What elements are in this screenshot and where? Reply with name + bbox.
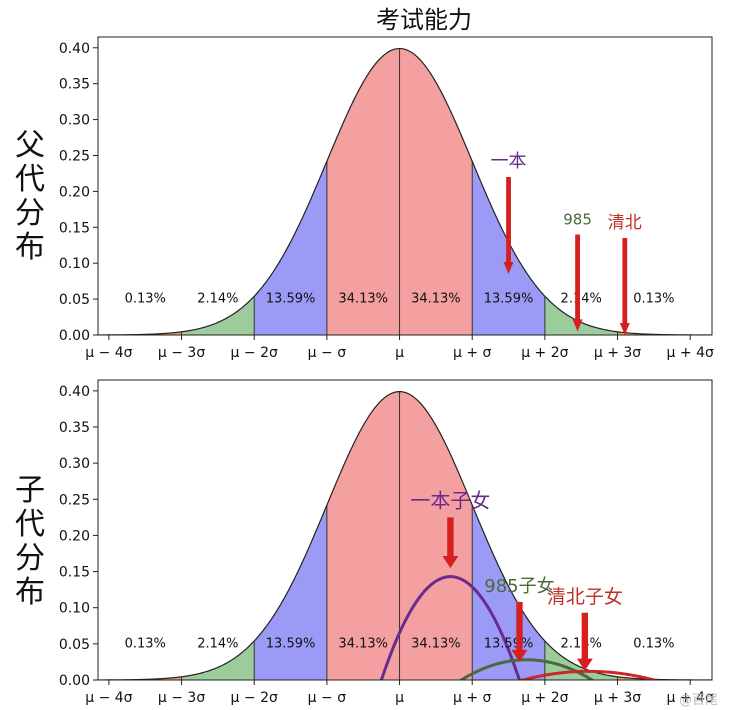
x-tick-label: μ (395, 345, 404, 361)
x-tick-label: μ + 4σ (667, 345, 714, 361)
region-7 (617, 676, 691, 680)
x-tick-label: μ − 4σ (85, 690, 132, 706)
region-pct-label: 2.14% (197, 636, 238, 651)
y-tick-label: 0.05 (59, 637, 90, 653)
y-tick-label: 0.00 (59, 673, 90, 689)
y-tick-label: 0.35 (59, 420, 90, 436)
watermark: @百尾 (679, 693, 718, 708)
side-label-char: 分 (15, 196, 45, 231)
y-tick-label: 0.10 (59, 256, 90, 272)
annotation-arrow-head (576, 658, 593, 671)
region-pct-label: 0.13% (633, 636, 674, 651)
region-pct-label: 13.59% (484, 636, 534, 651)
annotation-arrow-head (442, 555, 459, 568)
region-pct-label: 0.13% (633, 292, 674, 307)
region-pct-label: 34.13% (338, 636, 388, 651)
axes-frame (97, 36, 713, 336)
annotation-arrow-head (511, 649, 528, 662)
plot-area (98, 391, 712, 680)
region-pct-label: 2.14% (561, 636, 602, 651)
annotation-arrow-head (619, 323, 630, 335)
x-tick-label: μ + σ (453, 690, 492, 706)
y-tick-label: 0.25 (59, 492, 90, 508)
x-tick-label: μ − σ (308, 690, 347, 706)
region-1 (181, 640, 255, 680)
side-label-char: 代 (15, 507, 45, 542)
sub-curve-0 (379, 575, 522, 680)
x-tick-label: μ + 4σ (667, 690, 714, 706)
x-tick-label: μ + 3σ (594, 345, 641, 361)
side-label-char: 布 (15, 575, 45, 610)
region-pct-label: 0.13% (125, 636, 166, 651)
region-pct-label: 13.59% (266, 636, 316, 651)
normal-curve (98, 391, 712, 680)
region-0 (108, 331, 182, 335)
region-1 (181, 296, 255, 335)
y-tick-label: 0.00 (59, 328, 90, 344)
x-tick-label: μ + 2σ (521, 690, 568, 706)
x-tick-label: μ + 3σ (594, 690, 641, 706)
sub-curve-2 (517, 669, 660, 680)
x-tick-label: μ (395, 690, 404, 706)
annotation-label: 清北子女 (547, 586, 623, 608)
region-pct-label: 34.13% (411, 636, 461, 651)
x-tick-label: μ − σ (308, 345, 347, 361)
normal-curve (98, 47, 712, 335)
y-tick-label: 0.05 (59, 292, 90, 308)
region-pct-label: 34.13% (338, 292, 388, 307)
sub-curve-1 (458, 658, 595, 680)
y-tick-label: 0.40 (59, 384, 90, 400)
region-pct-label: 2.14% (561, 292, 602, 307)
annotation-arrow-head (572, 319, 583, 332)
x-tick-label: μ − 2σ (231, 345, 278, 361)
region-0 (108, 676, 182, 680)
y-tick-label: 0.40 (59, 41, 90, 57)
y-tick-label: 0.15 (59, 565, 90, 581)
region-7 (617, 331, 691, 335)
y-tick-label: 0.30 (59, 113, 90, 129)
annotation-label: 985 (563, 210, 592, 228)
region-6 (544, 640, 618, 680)
x-tick-label: μ − 3σ (158, 690, 205, 706)
annotation-label: 一本子女 (410, 488, 490, 512)
side-label-char: 父 (15, 128, 45, 163)
side-label-char: 代 (15, 162, 45, 197)
x-tick-label: μ + σ (453, 345, 492, 361)
annotation-label: 985子女 (484, 576, 554, 597)
side-label-char: 子 (15, 473, 45, 508)
y-tick-label: 0.35 (59, 77, 90, 93)
parent-distribution-panel: 0.13% 2.14% 13.59% 34.13% 34.13% 13.59% 2.14% 0… (15, 36, 714, 361)
x-tick-label: μ + 2σ (521, 345, 568, 361)
region-pct-label: 13.59% (266, 292, 316, 307)
plot-area (98, 47, 712, 335)
region-pct-label: 13.59% (484, 292, 534, 307)
annotation-label: 一本 (491, 151, 527, 172)
y-tick-label: 0.25 (59, 148, 90, 164)
region-pct-label: 34.13% (411, 292, 461, 307)
x-tick-label: μ − 4σ (85, 345, 132, 361)
y-tick-label: 0.20 (59, 528, 90, 544)
x-tick-label: μ − 2σ (231, 690, 278, 706)
side-label-char: 分 (15, 541, 45, 576)
axes-frame (97, 379, 713, 681)
y-tick-label: 0.15 (59, 220, 90, 236)
region-pct-label: 0.13% (125, 292, 166, 307)
annotation-arrow-head (503, 261, 514, 274)
y-tick-label: 0.20 (59, 184, 90, 200)
region-6 (544, 296, 618, 335)
y-tick-label: 0.30 (59, 456, 90, 472)
x-tick-label: μ − 3σ (158, 345, 205, 361)
figure-title: 考试能力 (376, 6, 472, 34)
annotation-label: 清北 (608, 213, 642, 233)
side-label-char: 布 (15, 230, 45, 265)
region-pct-label: 2.14% (197, 292, 238, 307)
child-distribution-panel: 0.13% 2.14% 13.59% 34.13% 34.13% 13.59% 2.14% 0… (15, 379, 714, 706)
y-tick-label: 0.10 (59, 601, 90, 617)
